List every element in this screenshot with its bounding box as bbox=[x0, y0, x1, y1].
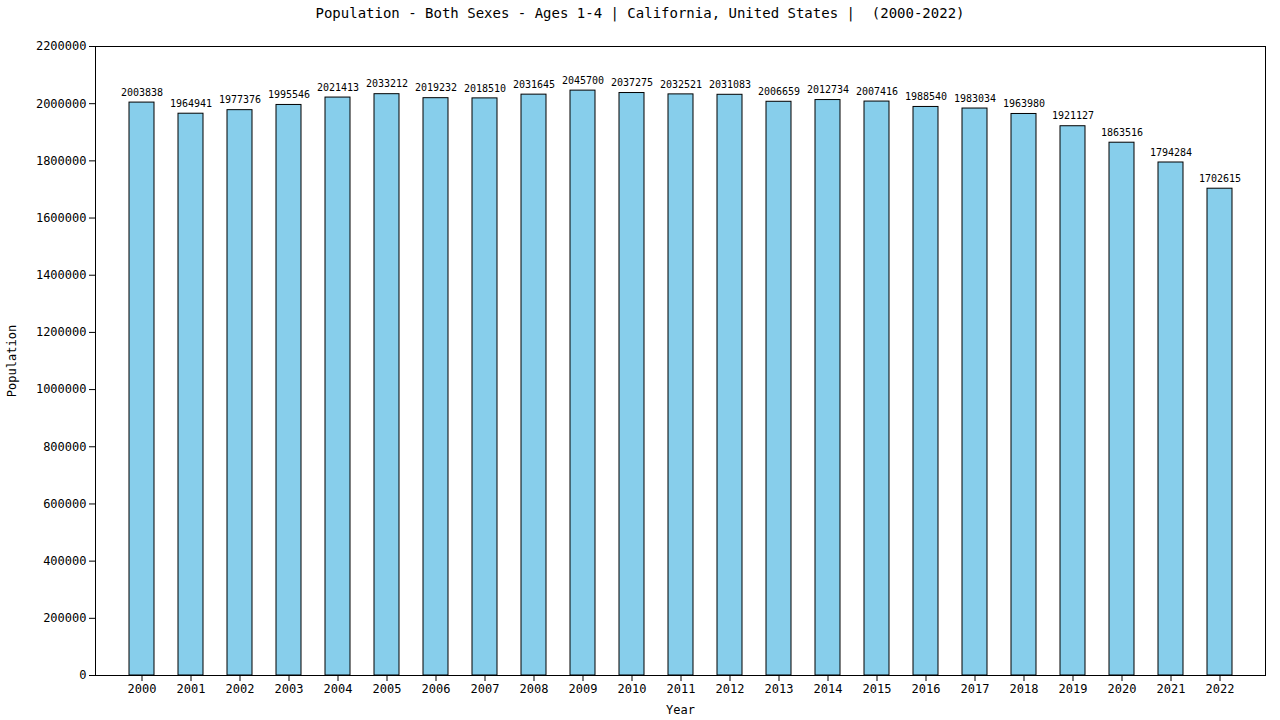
svg-text:1963980: 1963980 bbox=[1003, 98, 1045, 109]
svg-text:2022: 2022 bbox=[1206, 682, 1235, 696]
svg-text:2000: 2000 bbox=[128, 682, 157, 696]
svg-text:2003838: 2003838 bbox=[121, 87, 163, 98]
svg-text:2015: 2015 bbox=[863, 682, 892, 696]
svg-text:2000000: 2000000 bbox=[36, 97, 87, 111]
svg-text:2005: 2005 bbox=[373, 682, 402, 696]
svg-text:2006: 2006 bbox=[422, 682, 451, 696]
svg-text:2004: 2004 bbox=[324, 682, 353, 696]
svg-text:1977376: 1977376 bbox=[219, 94, 261, 105]
svg-text:2006659: 2006659 bbox=[758, 86, 800, 97]
svg-text:1702615: 1702615 bbox=[1199, 173, 1241, 184]
svg-text:1794284: 1794284 bbox=[1150, 147, 1192, 158]
svg-text:2016: 2016 bbox=[912, 682, 941, 696]
svg-text:1863516: 1863516 bbox=[1101, 127, 1143, 138]
svg-text:1400000: 1400000 bbox=[36, 268, 87, 282]
html-text:Population - Both Sexes - Ages: Population - Both Sexes - Ages 1-4 | Cal… bbox=[315, 5, 965, 21]
svg-text:2033212: 2033212 bbox=[366, 78, 408, 89]
svg-text:1200000: 1200000 bbox=[36, 325, 87, 339]
svg-text:2020: 2020 bbox=[1108, 682, 1137, 696]
svg-text:2032521: 2032521 bbox=[660, 79, 702, 90]
svg-text:1988540: 1988540 bbox=[905, 91, 947, 102]
svg-text:2010: 2010 bbox=[618, 682, 647, 696]
svg-text:2031645: 2031645 bbox=[513, 79, 555, 90]
svg-text:2003: 2003 bbox=[275, 682, 304, 696]
svg-text:2007416: 2007416 bbox=[856, 86, 898, 97]
svg-text:2001: 2001 bbox=[177, 682, 206, 696]
svg-text:1800000: 1800000 bbox=[36, 154, 87, 168]
svg-text:2018510: 2018510 bbox=[464, 83, 506, 94]
svg-text:2013: 2013 bbox=[765, 682, 794, 696]
svg-text:1000000: 1000000 bbox=[36, 382, 87, 396]
svg-text:2014: 2014 bbox=[814, 682, 843, 696]
svg-text:2008: 2008 bbox=[520, 682, 549, 696]
svg-text:2018: 2018 bbox=[1010, 682, 1039, 696]
svg-text:600000: 600000 bbox=[43, 497, 86, 511]
svg-text:1964941: 1964941 bbox=[170, 98, 212, 109]
svg-text:Year: Year bbox=[666, 703, 695, 717]
svg-text:2021413: 2021413 bbox=[317, 82, 359, 93]
svg-text:1995546: 1995546 bbox=[268, 89, 310, 100]
svg-text:2009: 2009 bbox=[569, 682, 598, 696]
svg-text:1921127: 1921127 bbox=[1052, 110, 1094, 121]
svg-text:2012: 2012 bbox=[716, 682, 745, 696]
svg-text:2037275: 2037275 bbox=[611, 77, 653, 88]
svg-text:Population: Population bbox=[5, 325, 19, 397]
svg-text:1600000: 1600000 bbox=[36, 211, 87, 225]
svg-text:2017: 2017 bbox=[961, 682, 990, 696]
svg-text:800000: 800000 bbox=[43, 440, 86, 454]
svg-text:2021: 2021 bbox=[1157, 682, 1186, 696]
svg-text:2012734: 2012734 bbox=[807, 84, 849, 95]
svg-text:2200000: 2200000 bbox=[36, 39, 87, 53]
svg-text:2031083: 2031083 bbox=[709, 79, 751, 90]
svg-text:2011: 2011 bbox=[667, 682, 696, 696]
svg-text:1983034: 1983034 bbox=[954, 93, 996, 104]
svg-text:200000: 200000 bbox=[43, 611, 86, 625]
svg-text:2007: 2007 bbox=[471, 682, 500, 696]
svg-text:2019232: 2019232 bbox=[415, 82, 457, 93]
svg-text:2019: 2019 bbox=[1059, 682, 1088, 696]
svg-text:2002: 2002 bbox=[226, 682, 255, 696]
svg-text:2045700: 2045700 bbox=[562, 75, 604, 86]
svg-text:400000: 400000 bbox=[43, 554, 86, 568]
svg-text:0: 0 bbox=[79, 668, 86, 682]
